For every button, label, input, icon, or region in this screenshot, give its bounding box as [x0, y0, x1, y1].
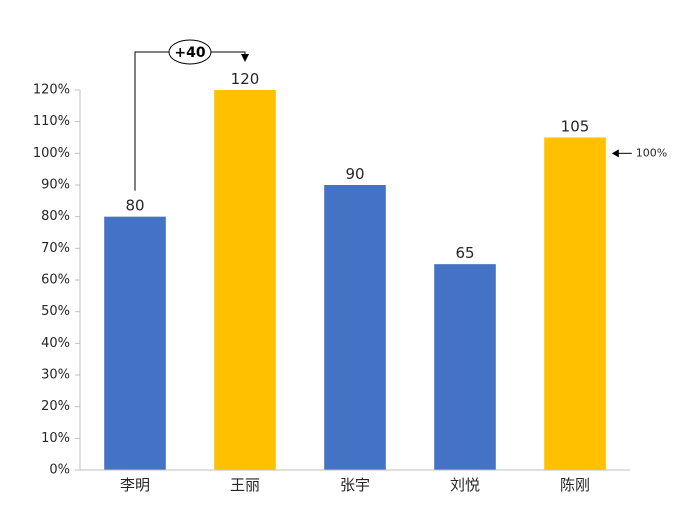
y-tick-label: 120% [33, 83, 70, 98]
x-axis: 李明 王丽 张宇 刘悦 陈刚 [80, 469, 630, 494]
difference-arrowhead [241, 54, 249, 62]
y-axis: 0% 10% 20% 30% 40% 50% 60% 70% 80% 90% 100% 110% 120… [33, 83, 81, 478]
y-tick-label: 10% [41, 431, 70, 446]
data-label: 120 [231, 70, 260, 88]
bar [434, 264, 496, 470]
y-tick-label: 110% [33, 114, 70, 129]
difference-bubble [168, 39, 212, 65]
x-tick-label: 陈刚 [560, 476, 590, 494]
data-labels: 80 120 90 65 105 [125, 70, 589, 262]
data-label: 65 [455, 244, 474, 262]
reference-label: 100% [636, 146, 667, 159]
x-tick-label: 张宇 [340, 476, 370, 494]
difference-label: +40 [174, 45, 205, 61]
data-label: 90 [345, 165, 364, 183]
y-tick-label: 70% [41, 241, 70, 256]
y-tick-label: 80% [41, 209, 70, 224]
y-tick-label: 30% [41, 368, 70, 383]
x-tick-label: 刘悦 [450, 476, 480, 494]
reference-arrowhead [611, 149, 619, 158]
y-tick-label: 100% [33, 146, 70, 161]
x-tick-label: 王丽 [230, 476, 260, 494]
data-label: 105 [561, 118, 590, 136]
annotations: +40 100% [134, 39, 667, 191]
y-tick-label: 0% [49, 463, 70, 478]
y-tick-label: 90% [41, 178, 70, 193]
bar [544, 137, 606, 470]
y-tick-label: 40% [41, 336, 70, 351]
bar [104, 216, 166, 470]
bar [324, 185, 386, 470]
y-tick-label: 60% [41, 273, 70, 288]
bar [214, 90, 276, 470]
data-label: 80 [125, 197, 144, 215]
bars [104, 90, 606, 470]
y-tick-label: 20% [41, 399, 70, 414]
x-tick-label: 李明 [120, 476, 150, 494]
y-tick-label: 50% [41, 304, 70, 319]
